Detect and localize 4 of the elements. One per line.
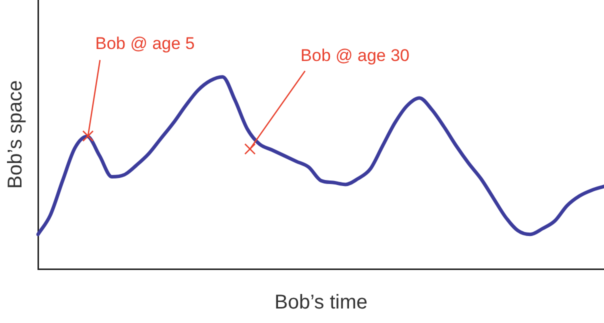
text: Bob @ age 30 [300, 46, 410, 65]
y-axis-title: Bob’s space [4, 80, 27, 189]
x-axis-title: Bob’s time [274, 292, 368, 314]
text: Bob @ age 5 [95, 34, 195, 53]
